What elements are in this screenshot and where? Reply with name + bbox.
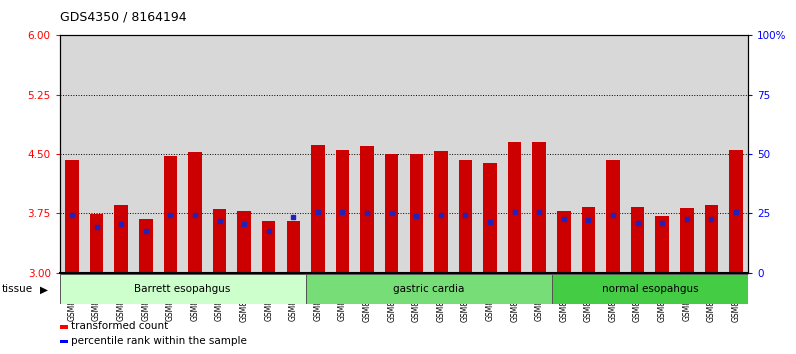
Text: tissue: tissue (2, 284, 33, 295)
Bar (704, 205, 718, 273)
Bar (60, 339, 68, 343)
Bar (552, 274, 748, 304)
Bar (237, 211, 251, 273)
Bar (607, 160, 620, 273)
Bar (361, 146, 374, 273)
Bar (655, 216, 669, 273)
Bar (139, 219, 153, 273)
Bar (630, 207, 644, 273)
Text: normal esopahgus: normal esopahgus (602, 284, 698, 295)
Text: GDS4350 / 8164194: GDS4350 / 8164194 (60, 11, 186, 24)
Text: percentile rank within the sample: percentile rank within the sample (71, 336, 247, 346)
Bar (306, 274, 552, 304)
Bar (385, 154, 399, 273)
Bar (213, 209, 226, 273)
Bar (680, 208, 693, 273)
Bar (409, 154, 423, 273)
Bar (533, 142, 546, 273)
Text: Barrett esopahgus: Barrett esopahgus (135, 284, 231, 295)
Bar (336, 150, 349, 273)
Bar (483, 164, 497, 273)
Bar (287, 221, 300, 273)
Bar (262, 221, 275, 273)
Bar (65, 160, 79, 273)
Bar (164, 155, 178, 273)
Bar (557, 211, 571, 273)
Bar (311, 144, 325, 273)
Bar (188, 153, 201, 273)
Bar (115, 205, 128, 273)
Bar (458, 160, 472, 273)
Bar (90, 214, 103, 273)
Bar (582, 207, 595, 273)
Bar (434, 151, 447, 273)
Text: transformed count: transformed count (71, 321, 168, 331)
Text: gastric cardia: gastric cardia (393, 284, 464, 295)
Bar (60, 274, 306, 304)
Text: ▶: ▶ (40, 284, 48, 295)
Bar (508, 142, 521, 273)
Bar (729, 150, 743, 273)
Bar (60, 325, 68, 329)
